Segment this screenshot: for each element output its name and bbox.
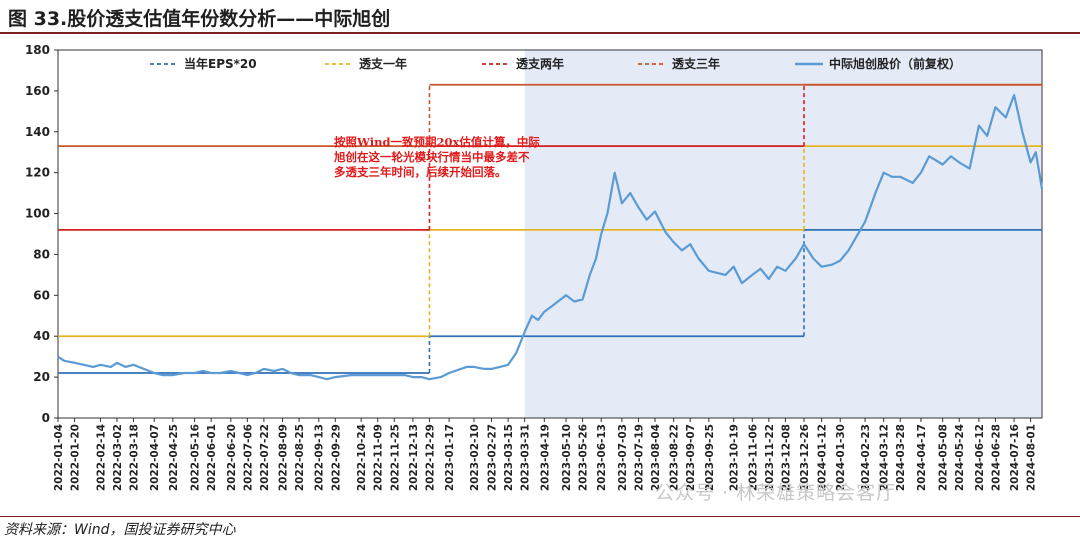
plot-frame bbox=[57, 49, 1043, 419]
axes: 0 20 40 60 80 100 120 140 160 180 2022-01-04 2022-0… bbox=[25, 43, 1043, 491]
y-tick-label: 120 bbox=[25, 166, 50, 180]
x-tick-label: 2022-02-14 bbox=[95, 424, 107, 491]
x-tick-label: 2023-09-07 bbox=[685, 424, 697, 491]
y-tick-label: 80 bbox=[33, 247, 50, 261]
x-tick-label: 2022-04-07 bbox=[149, 424, 161, 491]
x-tick-label: 2022-07-22 bbox=[259, 424, 271, 491]
x-tick-label: 2023-03-15 bbox=[503, 424, 515, 491]
x-tick-label: 2023-07-03 bbox=[617, 424, 629, 491]
x-tick-label: 2023-03-31 bbox=[520, 424, 532, 491]
x-tick-label: 2024-07-16 bbox=[1009, 424, 1021, 491]
x-tick-label: 2023-06-13 bbox=[596, 424, 608, 491]
y-tick-label: 140 bbox=[25, 125, 50, 139]
y-tick-label: 40 bbox=[33, 329, 50, 343]
x-tick-label: 2023-04-19 bbox=[539, 424, 551, 491]
x-tick-label: 2022-11-25 bbox=[389, 424, 401, 491]
x-tick-label: 2022-06-20 bbox=[226, 424, 238, 491]
x-tick-label: 2024-06-28 bbox=[990, 424, 1002, 491]
x-tick-label: 2023-08-22 bbox=[669, 424, 681, 491]
legend: 当年EPS*20 透支一年 透支两年 透支三年 中际旭创股价（前复权） bbox=[150, 56, 961, 71]
x-tick-label: 2022-11-09 bbox=[373, 424, 385, 491]
x-tick-label: 2022-12-29 bbox=[424, 424, 436, 491]
x-tick-label: 2024-03-12 bbox=[879, 424, 891, 491]
shaded-period bbox=[524, 50, 1042, 418]
x-tick-label: 2024-06-12 bbox=[974, 424, 986, 491]
x-tick-label: 2023-02-10 bbox=[469, 424, 481, 491]
legend-label: 透支一年 bbox=[359, 56, 407, 71]
stock-valuation-chart: 0 20 40 60 80 100 120 140 160 180 2022-01-04 2022-0… bbox=[25, 43, 1044, 491]
annotation-line: 按照Wind一致预期20x估值计算，中际 bbox=[334, 135, 540, 149]
x-tick-label: 2022-03-18 bbox=[129, 424, 141, 491]
x-tick-label: 2022-01-04 bbox=[53, 424, 65, 491]
title-divider bbox=[0, 32, 1080, 34]
source-divider bbox=[0, 516, 1080, 517]
x-tick-label: 2023-05-26 bbox=[578, 424, 590, 491]
x-tick-label: 2023-01-17 bbox=[444, 424, 456, 491]
x-tick-label: 2022-09-29 bbox=[330, 424, 342, 491]
x-tick-label: 2023-12-26 bbox=[799, 424, 811, 491]
x-tick-label: 2022-09-13 bbox=[314, 424, 326, 491]
x-tick-label: 2024-05-24 bbox=[954, 424, 966, 491]
x-tick-label: 2023-02-27 bbox=[487, 424, 499, 491]
y-tick-label: 160 bbox=[25, 84, 50, 98]
x-tick-label: 2022-07-06 bbox=[242, 424, 254, 491]
x-tick-label: 2024-02-23 bbox=[860, 424, 872, 491]
x-tick-label: 2022-03-02 bbox=[112, 424, 124, 491]
x-tick-label: 2023-09-25 bbox=[704, 424, 716, 491]
x-tick-label: 2022-08-25 bbox=[294, 424, 306, 491]
legend-label: 透支三年 bbox=[672, 56, 720, 71]
y-tick-label: 100 bbox=[25, 207, 50, 221]
x-tick-label: 2023-10-19 bbox=[729, 424, 741, 491]
page-title: 图 33.股价透支估值年份数分析——中际旭创 bbox=[8, 8, 391, 30]
legend-label: 当年EPS*20 bbox=[184, 56, 257, 71]
x-tick-label: 2024-01-12 bbox=[817, 424, 829, 491]
price-line-layer bbox=[57, 93, 1044, 381]
y-tick-label: 180 bbox=[25, 43, 50, 57]
x-tick-label: 2022-12-13 bbox=[408, 424, 420, 491]
x-tick-label: 2023-07-19 bbox=[633, 424, 645, 491]
x-tick-label: 2023-12-08 bbox=[780, 424, 792, 491]
y-tick-label: 60 bbox=[33, 288, 50, 302]
shaded-region bbox=[524, 50, 1042, 418]
x-tick-label: 2024-08-01 bbox=[1026, 424, 1038, 491]
x-tick-label: 2024-04-17 bbox=[916, 424, 928, 491]
x-tick-label: 2023-05-10 bbox=[561, 424, 573, 491]
x-tick-label: 2024-05-08 bbox=[938, 424, 950, 491]
annotation: 按照Wind一致预期20x估值计算，中际旭创在这一轮光模块行情当中最多差不多透支… bbox=[333, 135, 540, 179]
x-tick-label: 2023-11-06 bbox=[747, 424, 759, 491]
source-note: 资料来源：Wind，国投证券研究中心 bbox=[4, 522, 236, 538]
valuation-step-lines bbox=[58, 83, 1042, 374]
x-tick-label: 2024-03-28 bbox=[895, 424, 907, 491]
x-tick-label: 2022-06-01 bbox=[206, 424, 218, 491]
legend-label: 中际旭创股价（前复权） bbox=[829, 56, 961, 71]
x-tick-label: 2022-08-09 bbox=[278, 424, 290, 491]
price-series-line bbox=[57, 93, 1044, 381]
annotation-line: 多透支三年时间，后续开始回落。 bbox=[334, 165, 507, 179]
x-tick-label: 2022-05-16 bbox=[190, 424, 202, 491]
x-tick-label: 2023-08-04 bbox=[650, 424, 662, 491]
x-tick-label: 2024-01-30 bbox=[835, 424, 847, 491]
y-tick-label: 0 bbox=[42, 411, 50, 425]
annotation-line: 旭创在这一轮光模块行情当中最多差不 bbox=[333, 150, 530, 164]
x-tick-label: 2022-10-24 bbox=[356, 424, 368, 491]
x-tick-label: 2022-04-25 bbox=[168, 424, 180, 491]
x-tick-label: 2023-11-22 bbox=[764, 424, 776, 491]
x-tick-label: 2022-01-20 bbox=[70, 424, 82, 491]
watermark: 公众号 · 林荣雄策略会客厅 bbox=[655, 482, 897, 504]
y-tick-label: 20 bbox=[33, 370, 50, 384]
legend-label: 透支两年 bbox=[516, 56, 564, 71]
